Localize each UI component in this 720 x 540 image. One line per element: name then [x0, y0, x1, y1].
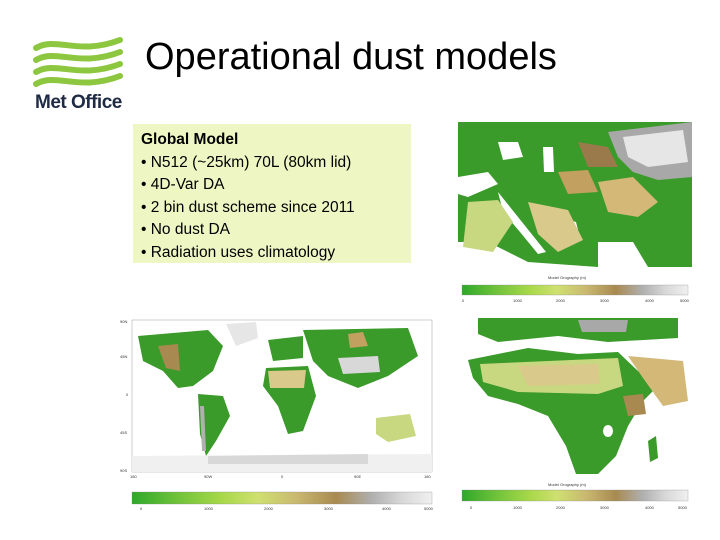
svg-text:5000: 5000 [678, 505, 688, 510]
lat-label: 0 [126, 392, 129, 397]
met-office-wave-logo-icon [33, 37, 123, 87]
met-office-logo-text: Met Office [35, 92, 122, 113]
world-orography-map: 90N 45N 0 45S 90S 180 90W 0 90E 180 0 10… [118, 316, 436, 512]
lat-label: 45N [120, 354, 127, 359]
svg-text:3000: 3000 [324, 506, 334, 511]
info-bullet: • Radiation uses climatology [141, 243, 336, 261]
middle-east-orography-map: Model Orography (m) 0 1000 2000 3000 400… [458, 122, 692, 306]
lat-label: 90N [120, 319, 127, 324]
svg-text:2000: 2000 [264, 506, 274, 511]
svg-text:3000: 3000 [600, 505, 610, 510]
lon-label: 90E [354, 474, 361, 479]
svg-text:Model Orography (m): Model Orography (m) [548, 482, 587, 487]
svg-text:1000: 1000 [513, 505, 523, 510]
svg-text:0: 0 [470, 505, 473, 510]
lon-label: 180 [424, 474, 431, 479]
svg-text:2000: 2000 [556, 505, 566, 510]
info-bullet: • No dust DA [141, 221, 230, 238]
model-info-box: Global Model • N512 (~25km) 70L (80km li… [133, 124, 411, 263]
svg-text:1000: 1000 [204, 506, 214, 511]
lat-label: 45S [120, 430, 127, 435]
info-bullet: • 2 bin dust scheme since 2011 [141, 198, 355, 216]
met-office-logo [30, 34, 126, 114]
lat-label: 90S [120, 468, 127, 473]
africa-orography-map: Model Orography (m) 0 1000 2000 3000 400… [458, 316, 692, 512]
svg-text:4000: 4000 [382, 506, 392, 511]
svg-text:4000: 4000 [645, 505, 655, 510]
lon-label: 180 [130, 474, 137, 479]
info-bullet: • N512 (~25km) 70L (80km lid) [141, 153, 352, 171]
svg-text:0: 0 [462, 298, 465, 303]
svg-text:4000: 4000 [645, 298, 655, 303]
svg-text:Model Orography (m): Model Orography (m) [548, 275, 587, 280]
svg-text:3000: 3000 [600, 298, 610, 303]
info-bullet: • 4D-Var DA [141, 176, 225, 193]
lon-label: 0 [281, 474, 284, 479]
svg-text:2000: 2000 [556, 298, 566, 303]
svg-text:5000: 5000 [680, 298, 690, 303]
info-box-heading: Global Model [141, 131, 239, 148]
svg-text:0: 0 [140, 506, 143, 511]
lon-label: 90W [204, 474, 212, 479]
slide-title: Operational dust models [145, 36, 557, 78]
svg-text:5000: 5000 [424, 506, 434, 511]
svg-text:1000: 1000 [513, 298, 523, 303]
